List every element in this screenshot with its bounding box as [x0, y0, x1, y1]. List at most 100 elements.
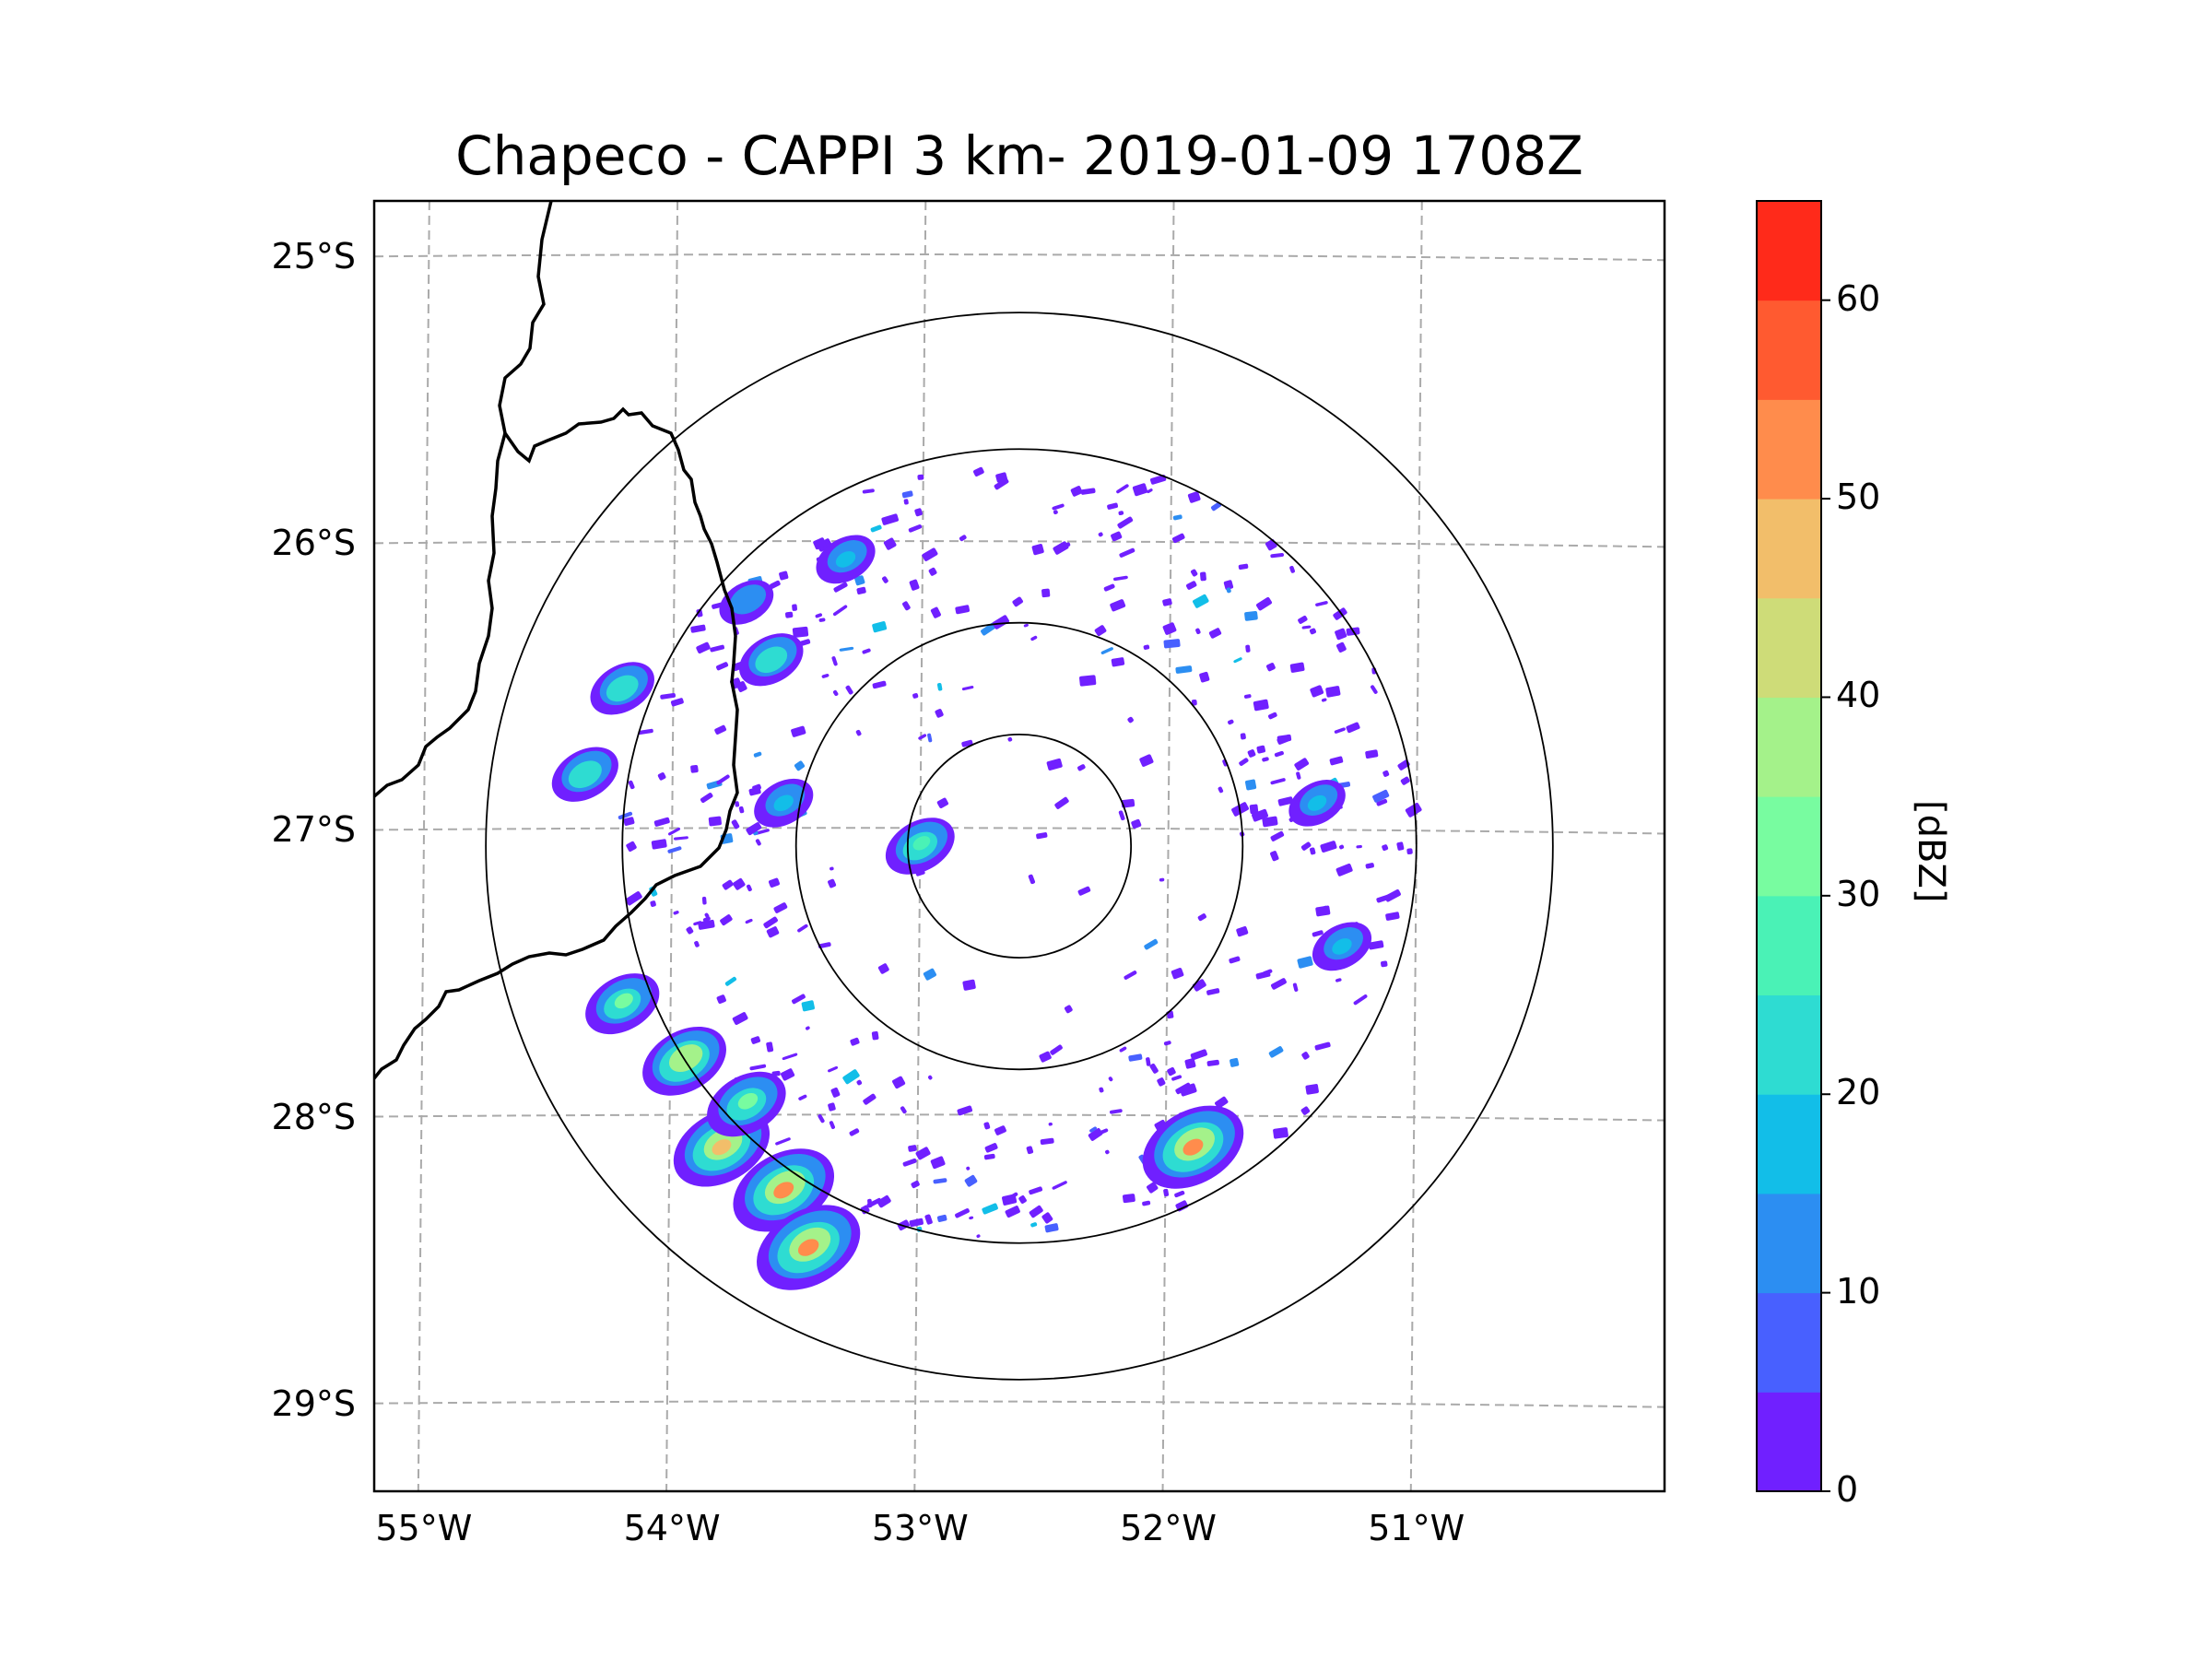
colorbar-segment	[1757, 499, 1821, 599]
echo-speckle	[1300, 841, 1312, 851]
echo-speckle	[909, 579, 920, 591]
echo-speckle	[981, 622, 996, 636]
echo-speckle	[716, 994, 726, 1005]
echo-speckle	[1111, 657, 1125, 667]
echo-speckle	[716, 774, 730, 785]
echo-speckle	[1044, 1223, 1059, 1233]
colorbar-frame	[1756, 200, 1822, 1492]
echo-speckle	[900, 1106, 907, 1114]
echo-speckle	[1200, 571, 1206, 582]
echo-speckle	[1240, 733, 1246, 740]
echo-speckle	[1077, 886, 1091, 896]
echo-speckle	[1321, 698, 1327, 702]
echo-cell	[912, 836, 931, 851]
lon-tick-label: 51°W	[1368, 1508, 1465, 1548]
echo-speckle	[930, 606, 941, 618]
echo-speckle	[1301, 625, 1312, 629]
echo-speckle	[1052, 1181, 1067, 1190]
echo-speckle	[798, 1094, 807, 1100]
colorbar-segment	[1757, 1193, 1821, 1294]
lon-gridline	[1409, 201, 1423, 1491]
echo-speckle	[724, 976, 737, 986]
echo-speckle	[784, 611, 794, 618]
echo-speckle	[1309, 628, 1317, 635]
echo-speckle	[792, 994, 806, 1005]
echo-speckle	[1163, 639, 1181, 649]
echo-speckle	[1400, 776, 1410, 785]
echo-speckle	[1144, 938, 1159, 950]
echo-speckle	[1396, 841, 1405, 851]
echo-speckle	[720, 914, 733, 926]
echo-cell	[1332, 938, 1352, 955]
echo-speckle	[1210, 501, 1222, 512]
echo-speckle	[1325, 686, 1341, 698]
echo-speckle	[1247, 749, 1256, 758]
echo-speckle	[877, 1194, 891, 1208]
echo-speckle	[1103, 583, 1115, 592]
echo-speckle	[1175, 665, 1193, 674]
echo-speckle	[667, 827, 681, 836]
echo-speckle	[1012, 596, 1023, 607]
echo-speckle	[1223, 580, 1234, 590]
echo-speckle	[828, 1065, 839, 1073]
echo-speckle	[1167, 1066, 1176, 1077]
echo-speckle	[1193, 594, 1209, 608]
echo-speckle	[908, 524, 923, 533]
echo-speckle	[982, 1203, 998, 1215]
echo-speckle	[1289, 565, 1295, 573]
echo-speckle	[1329, 756, 1344, 766]
echo-speckle	[1335, 628, 1347, 641]
echo-speckle	[1052, 503, 1065, 511]
echo-speckle	[766, 926, 780, 938]
echo-speckle	[696, 608, 703, 618]
echo-speckle	[805, 1026, 810, 1030]
echo-speckle	[670, 698, 684, 707]
echo-speckle	[1112, 575, 1128, 582]
echo-speckle	[1292, 982, 1299, 992]
range-rings	[485, 312, 1554, 1381]
colorbar-tick-label: 10	[1836, 1270, 1881, 1312]
echo-speckle	[701, 896, 707, 905]
echo-speckle	[832, 689, 839, 697]
echo-speckle	[1270, 851, 1279, 862]
echo-speckle	[901, 490, 913, 499]
echo-speckle	[754, 829, 770, 835]
echo-speckle	[1312, 930, 1324, 937]
colorbar-segment	[1757, 1094, 1821, 1194]
echo-speckle	[694, 940, 700, 947]
colorbar-segment	[1757, 697, 1821, 797]
state-borders	[374, 201, 739, 1080]
echo-speckle	[1122, 1194, 1135, 1204]
echo-cell	[737, 1092, 759, 1110]
echo-speckle	[1079, 675, 1097, 687]
echo-speckle	[1007, 736, 1013, 742]
echo-speckle	[714, 724, 727, 735]
echo-speckle	[628, 780, 635, 790]
echo-speckle	[749, 1064, 767, 1071]
echo-speckle	[792, 604, 797, 611]
echo-speckle	[1184, 1058, 1196, 1069]
echo-speckle	[773, 902, 788, 913]
echo-speckle	[1063, 542, 1071, 548]
echo-speckle	[1127, 716, 1134, 724]
echo-speckle	[903, 499, 909, 505]
colorbar-segment	[1757, 399, 1821, 500]
echo-speckle	[1239, 758, 1249, 766]
echo-speckle	[781, 1068, 795, 1081]
echo-speckle	[1118, 810, 1125, 821]
echo-speckle	[702, 916, 711, 923]
echo-speckle	[1030, 635, 1038, 641]
echo-speckle	[881, 513, 899, 525]
echo-speckle	[750, 1036, 761, 1044]
echo-cell	[712, 1139, 732, 1156]
echo-speckle	[1406, 848, 1413, 855]
echo-speckle	[1315, 601, 1328, 606]
gridlines	[374, 201, 1665, 1491]
echo-speckle	[849, 1128, 860, 1136]
colorbar-segment	[1757, 994, 1821, 1095]
echo-speckle	[660, 692, 676, 700]
echo-speckle	[1077, 764, 1086, 771]
echo-speckle	[902, 601, 911, 611]
echo-speckle	[830, 1088, 841, 1098]
